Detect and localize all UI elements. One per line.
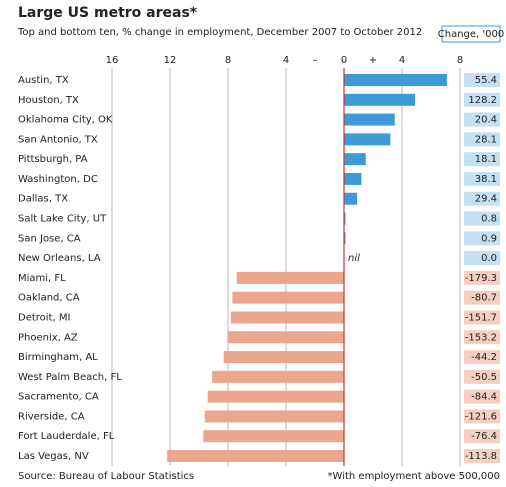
x-tick-label: 4 (283, 55, 289, 66)
bar (230, 311, 344, 324)
bar (236, 271, 344, 284)
chart-title: Large US metro areas* (18, 5, 198, 21)
bar (344, 153, 366, 166)
change-box (464, 389, 500, 404)
bar (344, 74, 447, 86)
plus-sign: + (369, 55, 377, 66)
category-label: San Jose, CA (18, 233, 81, 244)
change-box (464, 369, 500, 384)
change-header: Change, '000 (438, 29, 504, 40)
bar (167, 450, 344, 463)
category-label: Houston, TX (18, 95, 79, 106)
change-value: 55.4 (475, 75, 497, 86)
category-label: New Orleans, LA (18, 253, 101, 264)
change-value: -76.4 (471, 431, 497, 442)
bar (344, 192, 358, 205)
bar (344, 93, 416, 106)
change-box (464, 350, 500, 365)
minus-sign: – (313, 55, 318, 66)
category-label: West Palm Beach, FL (18, 372, 122, 383)
category-label: Dallas, TX (18, 194, 68, 205)
change-box (464, 73, 500, 87)
category-label: San Antonio, TX (18, 134, 98, 145)
category-label: Sacramento, CA (18, 392, 99, 403)
change-value: 20.4 (475, 115, 497, 126)
category-label: Washington, DC (18, 174, 98, 185)
change-value: 28.1 (475, 134, 497, 145)
change-box (464, 270, 500, 285)
change-value: 18.1 (475, 154, 497, 165)
change-box (464, 409, 500, 424)
change-box (464, 171, 500, 186)
change-box (464, 152, 500, 167)
x-tick-label: 8 (225, 55, 231, 66)
bar (212, 370, 344, 383)
bar (203, 430, 344, 443)
change-box (464, 191, 500, 206)
category-label: Miami, FL (18, 273, 66, 284)
category-label: Austin, TX (18, 75, 69, 86)
change-box (464, 449, 500, 464)
change-box (464, 211, 500, 226)
change-box (464, 429, 500, 444)
bar (228, 331, 344, 344)
bar (232, 291, 344, 304)
change-value: 128.2 (468, 95, 497, 106)
change-value: -121.6 (465, 411, 497, 422)
x-tick-label: 12 (164, 55, 177, 66)
category-label: Oklahoma City, OK (18, 115, 113, 126)
change-header-box (441, 25, 501, 43)
category-label: Fort Lauderdale, FL (18, 431, 115, 442)
category-label: Las Vegas, NV (18, 451, 89, 462)
category-label: Riverside, CA (18, 411, 85, 422)
source: Source: Bureau of Labour Statistics (18, 471, 194, 482)
bar (344, 212, 346, 225)
category-label: Pittsburgh, PA (18, 154, 88, 165)
bar (344, 172, 362, 185)
change-value: -80.7 (471, 293, 497, 304)
change-box (464, 330, 500, 345)
change-box (464, 132, 500, 147)
bar (344, 133, 391, 146)
bar (223, 351, 344, 364)
change-box (464, 310, 500, 325)
value-label: nil (348, 253, 360, 264)
x-tick-label: 0 (341, 55, 347, 66)
x-tick-label: 4 (399, 55, 405, 66)
change-value: -50.5 (471, 372, 497, 383)
change-value: -113.8 (465, 451, 497, 462)
change-value: 29.4 (475, 194, 497, 205)
category-label: Phoenix, AZ (18, 332, 78, 343)
change-value: -153.2 (465, 332, 497, 343)
x-tick-label: 8 (457, 55, 463, 66)
chart-subtitle: Top and bottom ten, % change in employme… (17, 27, 422, 38)
change-value: -179.3 (465, 273, 497, 284)
footnote: *With employment above 500,000 (328, 471, 500, 482)
change-value: 0.0 (481, 253, 497, 264)
change-box (464, 290, 500, 305)
category-label: Detroit, MI (18, 312, 70, 323)
change-box (464, 92, 500, 107)
change-box (464, 251, 500, 266)
change-value: 0.8 (481, 214, 497, 225)
change-value: -151.7 (465, 312, 497, 323)
category-label: Birmingham, AL (18, 352, 98, 363)
bar (204, 410, 344, 423)
change-value: -84.4 (471, 392, 497, 403)
category-label: Salt Lake City, UT (18, 214, 107, 225)
change-value: -44.2 (471, 352, 497, 363)
change-box (464, 112, 500, 127)
change-box (464, 231, 500, 246)
change-value: 38.1 (475, 174, 497, 185)
bar (344, 232, 346, 245)
category-label: Oakland, CA (18, 293, 80, 304)
bar (207, 390, 344, 403)
x-tick-label: 16 (106, 55, 119, 66)
bar (344, 113, 395, 126)
change-value: 0.9 (481, 233, 497, 244)
